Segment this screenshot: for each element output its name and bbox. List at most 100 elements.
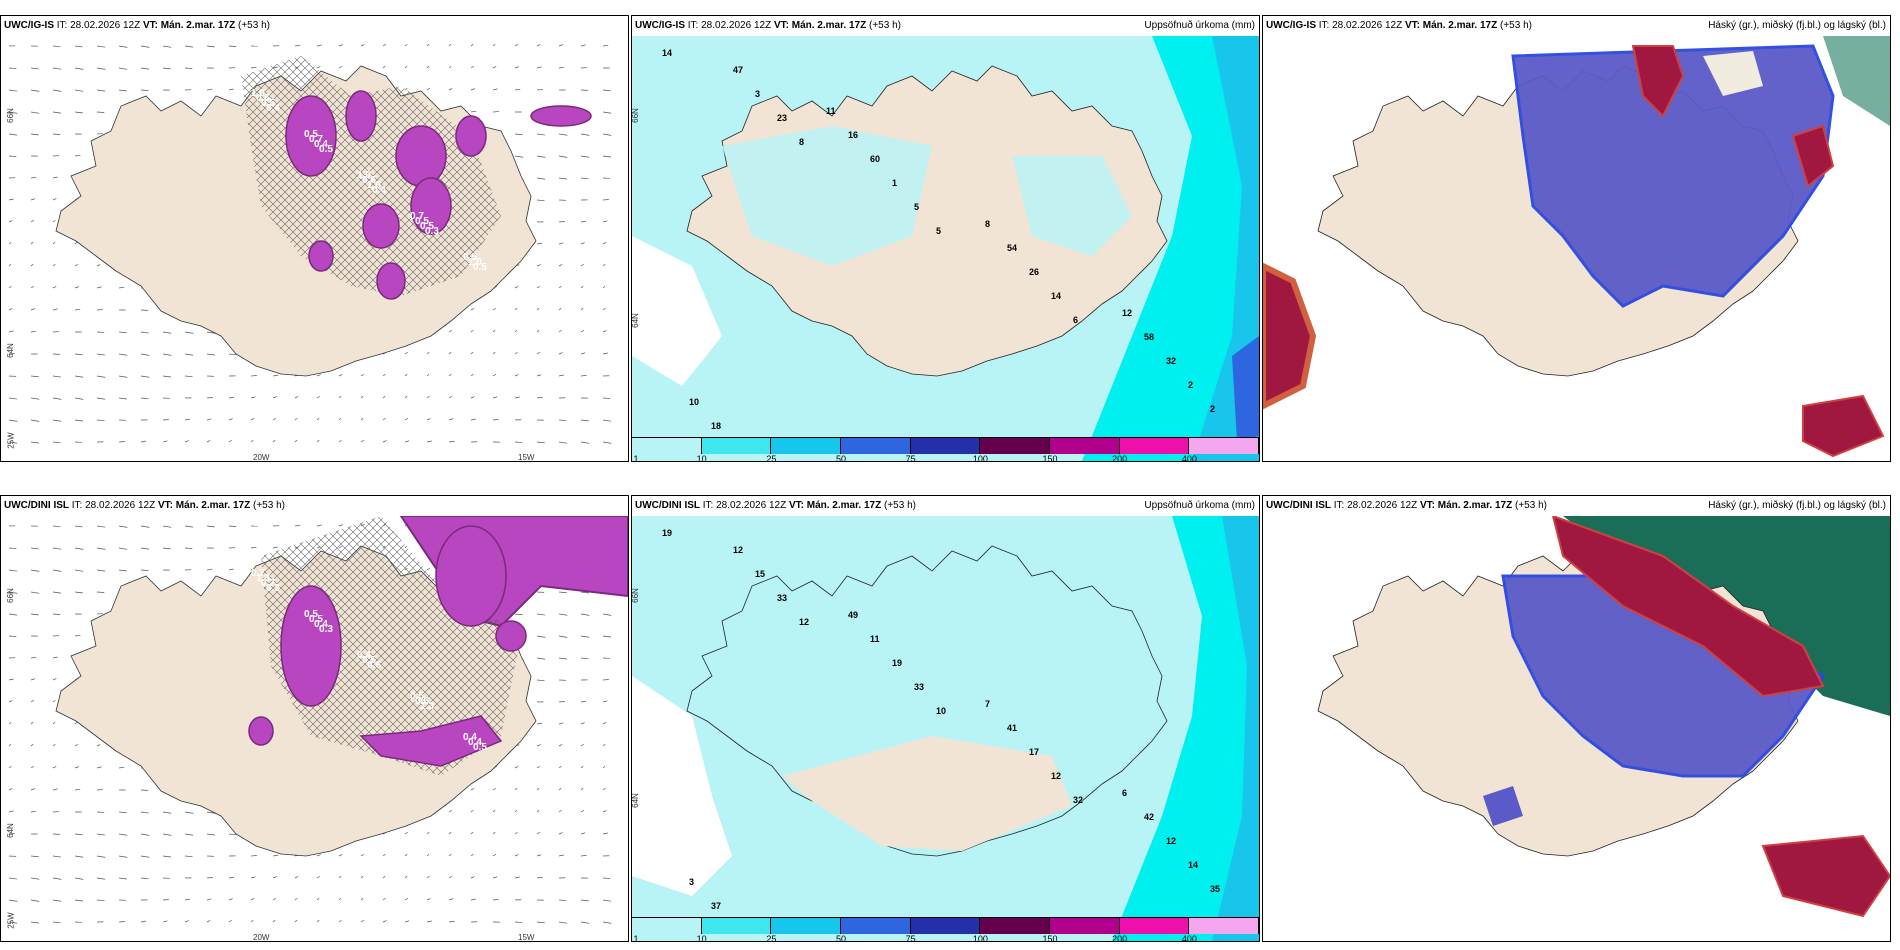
wind-barb <box>96 89 106 92</box>
wind-barb <box>558 657 567 660</box>
wind-barb <box>514 854 519 857</box>
wind-barb <box>206 833 215 836</box>
wind-barb <box>30 877 40 880</box>
wind-barb <box>514 613 523 616</box>
wind-barb <box>184 811 194 814</box>
wind-barb <box>228 876 235 879</box>
wind-barb <box>382 875 386 879</box>
wind-barb <box>74 264 78 267</box>
lat-label-1: 66N <box>631 588 640 603</box>
wind-barb <box>338 854 343 857</box>
wind-barb <box>8 133 18 136</box>
legend-swatch <box>910 438 981 454</box>
wind-barb <box>30 330 37 333</box>
cross-hatch <box>261 516 521 776</box>
wind-barb <box>580 657 589 660</box>
wind-barb <box>536 613 546 616</box>
legend-swatch <box>980 918 1051 934</box>
wind-barb <box>426 351 430 355</box>
wind-barb <box>382 373 386 377</box>
wind-barb <box>8 810 14 813</box>
wind-barb <box>558 177 567 180</box>
panel-dini-precip: UWC/DINI ISL IT: 28.02.2026 12Z VT: Mán.… <box>631 495 1260 942</box>
wind-barb <box>206 811 216 814</box>
init-time: IT: 28.02.2026 12Z <box>702 500 787 511</box>
wind-barb <box>140 547 150 550</box>
wind-barb <box>602 921 612 924</box>
wind-barb <box>52 198 57 201</box>
wind-barb <box>52 877 62 880</box>
legend-swatch <box>841 918 911 934</box>
precip-value: 6 <box>1073 315 1078 325</box>
wind-barb <box>580 285 584 289</box>
wind-barb <box>602 743 606 747</box>
legend-label: 400 <box>1181 454 1197 462</box>
wind-barb <box>536 657 546 660</box>
wind-barb <box>580 635 590 638</box>
wind-barb <box>206 440 211 443</box>
wind-barb <box>250 418 255 421</box>
precip-value: 12 <box>799 617 809 627</box>
wind-barb <box>52 419 62 422</box>
wind-barb <box>536 832 541 835</box>
snow-value: 0.5 <box>362 655 376 666</box>
wind-barb <box>514 286 519 289</box>
precip-values: 19 12 10 32 35 33 33 12 14 15 19 17 12 12 11 41 42 37 49 7 6… <box>662 528 1220 911</box>
wind-barb <box>206 568 213 571</box>
wind-barb <box>558 613 568 616</box>
precip-value: 1 <box>892 178 897 188</box>
wind-barb <box>536 352 541 355</box>
lon-label-1: 20W <box>253 933 270 942</box>
wind-barb <box>426 373 430 377</box>
wind-barb <box>536 199 545 202</box>
wind-barb <box>74 547 84 550</box>
precip-value: 15 <box>755 569 765 579</box>
lat-label-2: 64N <box>5 823 15 838</box>
wind-barb <box>74 525 83 528</box>
panel-subtitle: Háský (gr.), miðský (fj.bl.) og lágský (… <box>1708 500 1886 511</box>
wind-barb <box>404 352 408 355</box>
wind-barb <box>404 373 408 377</box>
wind-barb <box>8 241 12 245</box>
wind-barb <box>580 352 586 355</box>
wind-barb <box>404 418 409 421</box>
wind-barb <box>426 875 430 879</box>
wind-barb <box>360 854 364 857</box>
wind-barb <box>74 286 79 289</box>
wind-barb <box>74 67 84 70</box>
wind-barb <box>536 242 543 245</box>
wind-barb <box>52 241 56 245</box>
snow-value: 0.4 <box>314 619 328 630</box>
wind-barb <box>250 898 255 901</box>
snow-value: 1.0 <box>468 257 482 268</box>
wind-barb <box>294 396 299 399</box>
wind-barb <box>250 439 254 443</box>
wind-barb <box>558 352 563 355</box>
wind-barb <box>162 547 171 550</box>
lead-time: (+53 h) <box>1515 500 1547 511</box>
wind-barb <box>140 920 147 923</box>
wind-barb <box>536 155 546 158</box>
wind-barb <box>52 263 56 267</box>
wind-barb <box>30 700 35 703</box>
wind-barb <box>602 285 606 289</box>
wind-barb <box>272 439 276 443</box>
wind-barb <box>404 832 408 835</box>
model-name: UWC/DINI ISL <box>4 500 69 511</box>
snow-value: 0.4 <box>314 139 328 150</box>
legend-swatch <box>980 438 1051 454</box>
precip-value: 32 <box>1166 356 1176 366</box>
wind-barb <box>30 899 40 902</box>
wind-barb <box>602 44 609 47</box>
snow-value: 0.5 <box>473 742 487 753</box>
wind-barb <box>184 353 194 356</box>
wind-barb <box>140 440 147 443</box>
wind-barb <box>602 810 607 813</box>
wind-barb <box>140 67 150 70</box>
wind-barb <box>8 547 17 549</box>
lon-label-3: 25W <box>6 432 16 449</box>
wind-barb <box>602 787 606 791</box>
panel-header: UWC/IG-IS IT: 28.02.2026 12Z VT: Mán. 2.… <box>632 16 1259 36</box>
wind-barb <box>30 855 39 858</box>
wind-barb <box>96 397 106 400</box>
